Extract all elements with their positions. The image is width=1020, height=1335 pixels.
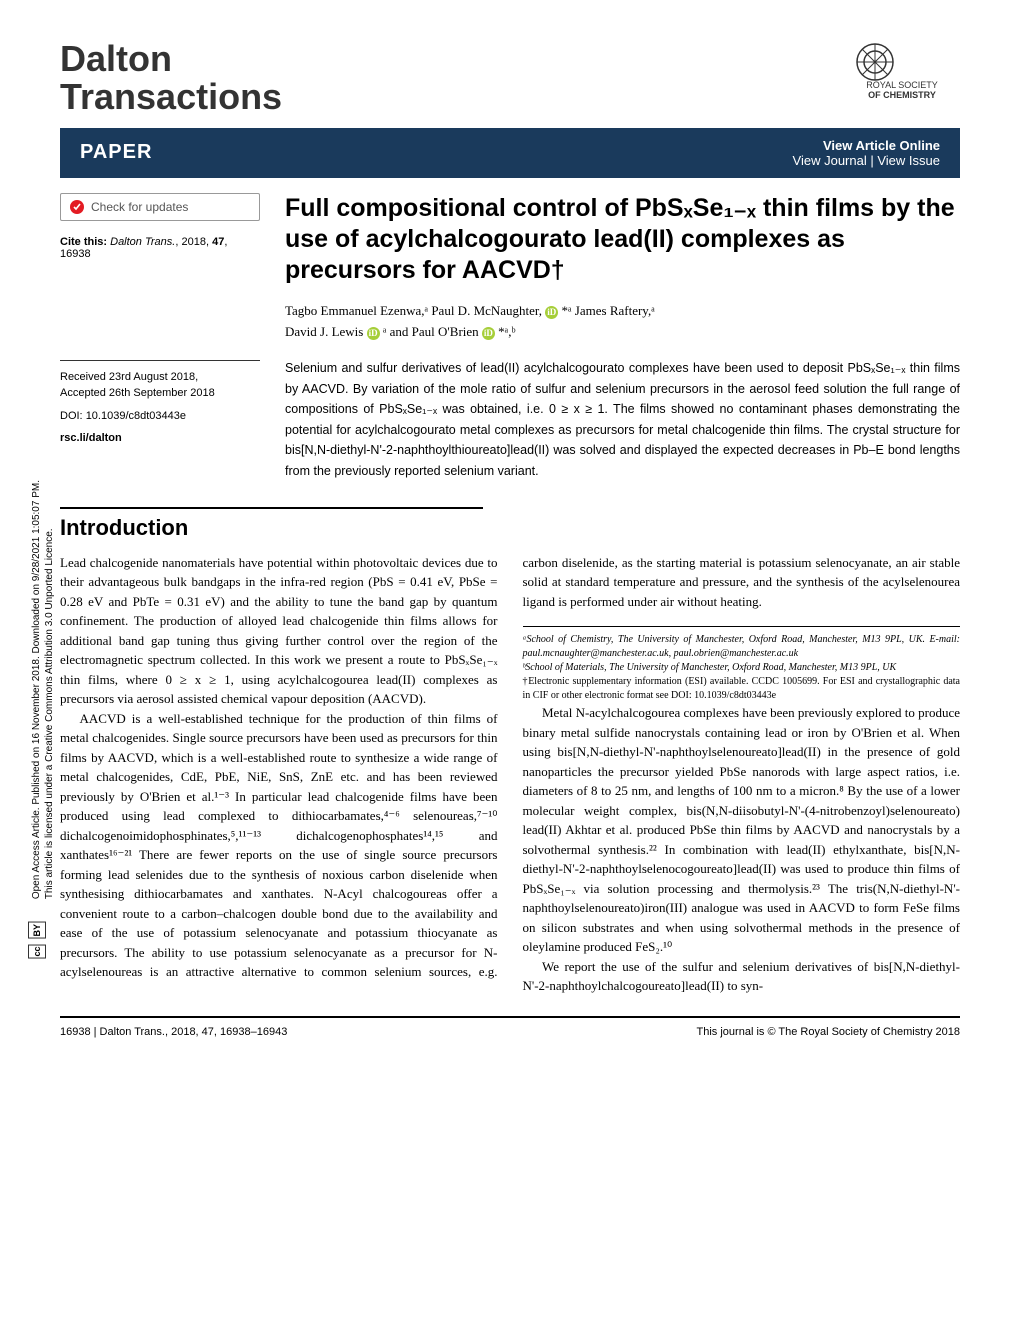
accepted-date: Accepted 26th September 2018 (60, 385, 260, 402)
sidebar-line2: This article is licensed under a Creativ… (44, 528, 55, 899)
cite-label: Cite this: (60, 236, 107, 248)
banner-links: View Article Online View Journal | View … (793, 138, 940, 168)
rsc-short-link[interactable]: rsc.li/dalton (60, 430, 260, 447)
view-issue-link[interactable]: View Issue (877, 153, 940, 168)
esi-note: †Electronic supplementary information (E… (523, 675, 961, 703)
affiliation-b: ᵇSchool of Materials, The University of … (523, 661, 961, 675)
cite-volume: 47 (212, 236, 224, 248)
rsc-logo-icon: ROYAL SOCIETY OF CHEMISTRY (845, 40, 960, 100)
sidebar-line1: Open Access Article. Published on 16 Nov… (31, 480, 42, 899)
journal-name-1: Dalton (60, 38, 172, 79)
cite-journal: Dalton Trans. (110, 236, 175, 248)
left-sidebar: Check for updates Cite this: Dalton Tran… (60, 193, 260, 482)
article-title: Full compositional control of PbSₓSe₁₋ₓ … (285, 193, 960, 287)
orcid-icon[interactable]: iD (482, 327, 495, 340)
affiliations-block: ᵃSchool of Chemistry, The University of … (523, 626, 961, 703)
authors-2c: *ᵃ,ᵇ (498, 324, 515, 339)
journal-name-2: Transactions (60, 76, 282, 117)
authors-list: Tagbo Emmanuel Ezenwa,ᵃ Paul D. McNaught… (285, 301, 960, 343)
citation-box: Cite this: Dalton Trans., 2018, 47, 1693… (60, 236, 260, 260)
authors-1b: *ᵃ James Raftery,ᵃ (562, 303, 655, 318)
cite-year: 2018 (181, 236, 205, 248)
doi-label: DOI: (60, 410, 83, 422)
cc-icon: cc (28, 945, 46, 959)
footer-right: This journal is © The Royal Society of C… (697, 1026, 960, 1038)
check-updates-label: Check for updates (91, 200, 188, 214)
authors-2: David J. Lewis (285, 324, 363, 339)
intro-para-3: Metal N-acylchalcogourea complexes have … (523, 703, 961, 957)
sidebar-access-info: Open Access Article. Published on 16 Nov… (30, 480, 56, 899)
cc-badge: cc BY (28, 920, 46, 959)
intro-para-1: Lead chalcogenide nanomaterials have pot… (60, 553, 498, 709)
authors-1: Tagbo Emmanuel Ezenwa,ᵃ Paul D. McNaught… (285, 303, 542, 318)
svg-text:OF CHEMISTRY: OF CHEMISTRY (868, 90, 936, 100)
introduction-body: Lead chalcogenide nanomaterials have pot… (60, 553, 960, 996)
article-header: Full compositional control of PbSₓSe₁₋ₓ … (285, 193, 960, 482)
view-article-online-link[interactable]: View Article Online (793, 138, 940, 153)
abstract-text: Selenium and sulfur derivatives of lead(… (285, 358, 960, 482)
authors-2b: ᵃ and Paul O'Brien (383, 324, 479, 339)
orcid-icon[interactable]: iD (545, 306, 558, 319)
by-icon: BY (28, 922, 46, 939)
crossmark-icon (69, 199, 85, 215)
footer-left: 16938 | Dalton Trans., 2018, 47, 16938–1… (60, 1026, 287, 1038)
view-journal-link[interactable]: View Journal (793, 153, 867, 168)
dates-block: Received 23rd August 2018, Accepted 26th… (60, 360, 260, 447)
received-date: Received 23rd August 2018, (60, 369, 260, 386)
cite-page: 16938 (60, 248, 91, 260)
article-type-label: PAPER (80, 141, 152, 164)
svg-text:ROYAL SOCIETY: ROYAL SOCIETY (866, 80, 938, 90)
introduction-heading: Introduction (60, 507, 483, 541)
doi-value: 10.1039/c8dt03443e (86, 410, 186, 422)
affiliation-a: ᵃSchool of Chemistry, The University of … (523, 633, 961, 661)
check-updates-button[interactable]: Check for updates (60, 193, 260, 221)
article-type-banner: PAPER View Article Online View Journal |… (60, 128, 960, 178)
page-footer: 16938 | Dalton Trans., 2018, 47, 16938–1… (60, 1016, 960, 1038)
publisher-logo: ROYAL SOCIETY OF CHEMISTRY (845, 40, 960, 105)
intro-para-4: We report the use of the sulfur and sele… (523, 957, 961, 996)
journal-title: Dalton Transactions (60, 40, 960, 116)
orcid-icon[interactable]: iD (367, 327, 380, 340)
